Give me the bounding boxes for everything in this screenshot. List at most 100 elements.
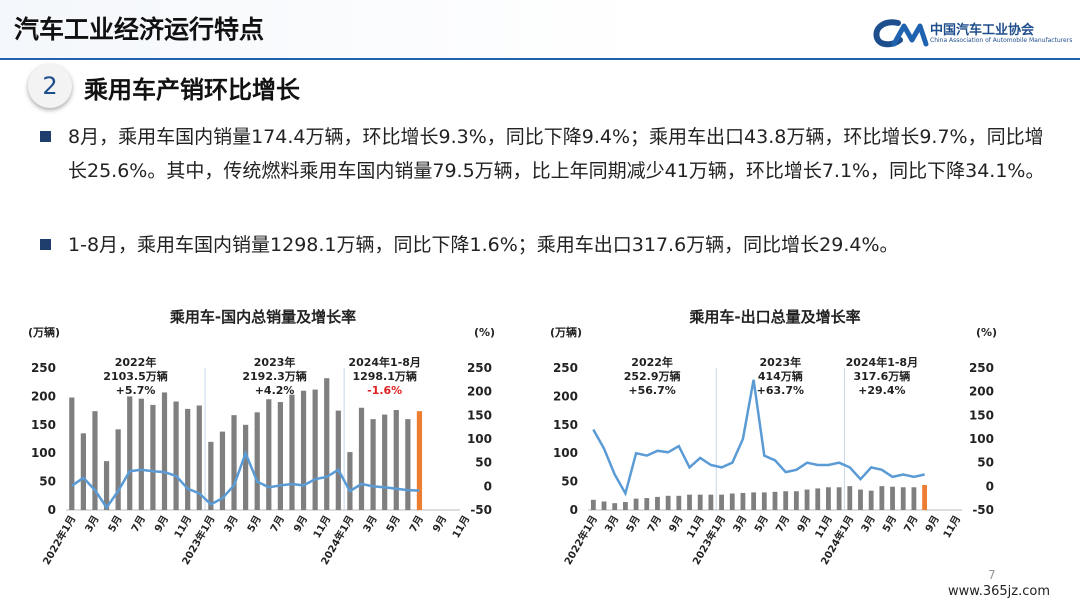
x-tick-label: 3月 bbox=[222, 514, 241, 535]
bar bbox=[879, 486, 885, 510]
x-tick-label: 3月 bbox=[602, 514, 621, 535]
bar bbox=[804, 489, 810, 510]
y-tick-label-right: 150 bbox=[467, 408, 492, 422]
x-tick-label: 7月 bbox=[407, 514, 426, 535]
bar bbox=[847, 486, 853, 510]
section-title: 乘用车产销环比增长 bbox=[84, 76, 300, 104]
x-tick-label: 3月 bbox=[859, 514, 878, 535]
annotation-growth: +4.2% bbox=[255, 384, 295, 397]
bar bbox=[358, 407, 365, 510]
bullet-square-icon bbox=[40, 239, 51, 250]
y-tick-label-right: 0 bbox=[484, 479, 492, 493]
annotation-year: 2023年 bbox=[760, 355, 802, 369]
x-tick-label: 5月 bbox=[752, 514, 771, 535]
x-tick-label: 9月 bbox=[152, 514, 171, 535]
bar bbox=[231, 415, 237, 510]
bullet-item: 1-8月，乘用车国内销量1298.1万辆，同比下降1.6%；乘用车出口317.6… bbox=[40, 228, 1050, 262]
annotation-year: 2023年 bbox=[254, 355, 296, 369]
chart-title: 乘用车-国内总销量及增长率 bbox=[169, 308, 356, 326]
x-tick-label: 5月 bbox=[245, 514, 264, 535]
bar bbox=[416, 411, 423, 510]
x-tick-label: 11月 bbox=[813, 514, 835, 541]
x-tick-label: 11月 bbox=[684, 514, 706, 541]
bullet-text: 1-8月，乘用车国内销量1298.1万辆，同比下降1.6%；乘用车出口317.6… bbox=[68, 234, 899, 256]
annotation-growth: -1.6% bbox=[367, 384, 402, 397]
bar bbox=[335, 410, 341, 510]
bar bbox=[922, 485, 928, 510]
bar bbox=[312, 389, 318, 510]
bar bbox=[115, 429, 121, 510]
x-tick-label: 7月 bbox=[773, 514, 792, 535]
x-tick-label: 3月 bbox=[361, 514, 380, 535]
x-tick-label: 7月 bbox=[645, 514, 664, 535]
bar bbox=[783, 491, 789, 510]
bullet-item: 8月，乘用车国内销量174.4万辆，环比增长9.3%，同比下降9.4%；乘用车出… bbox=[40, 120, 1050, 188]
y-tick-label-right: -50 bbox=[470, 503, 492, 517]
bar bbox=[405, 419, 411, 510]
y-tick-label-left: 50 bbox=[561, 475, 578, 489]
bar bbox=[761, 492, 767, 510]
bar bbox=[382, 414, 388, 510]
bar bbox=[347, 452, 353, 510]
annotation-year: 2024年1-8月 bbox=[846, 355, 919, 369]
chart-svg: 乘用车-出口总量及增长率 (万辆) (%) 0 50 100 150 200 250 -50 0 50… bbox=[550, 308, 997, 567]
annotation-year: 2024年1-8月 bbox=[348, 355, 421, 369]
y-tick-label-left: 250 bbox=[553, 361, 578, 375]
bar bbox=[836, 487, 842, 510]
bar bbox=[676, 495, 682, 510]
annotation-value: 2192.3万辆 bbox=[242, 369, 306, 383]
x-tick-label: 5月 bbox=[384, 514, 403, 535]
bullet-square-icon bbox=[40, 131, 51, 142]
x-tick-label: 11月 bbox=[172, 514, 194, 541]
bar bbox=[633, 498, 639, 510]
y-tick-label-left: 100 bbox=[553, 446, 578, 460]
y-tick-label-right: 250 bbox=[969, 361, 994, 375]
y-tick-label-right: 200 bbox=[467, 385, 492, 399]
bar bbox=[644, 498, 650, 510]
bar bbox=[127, 396, 133, 510]
bar bbox=[772, 491, 778, 510]
bar bbox=[719, 494, 724, 510]
x-tick-label: 7月 bbox=[129, 514, 148, 535]
bar bbox=[69, 397, 75, 510]
bar bbox=[655, 496, 660, 510]
bar bbox=[173, 401, 179, 510]
x-tick-label: 2022年1月 bbox=[40, 513, 79, 567]
y-tick-label-right: 0 bbox=[986, 479, 994, 493]
bar bbox=[208, 441, 214, 510]
x-tick-label: 9月 bbox=[923, 514, 942, 535]
bar bbox=[740, 492, 746, 510]
bar bbox=[590, 499, 596, 510]
x-tick-label: 9月 bbox=[430, 514, 449, 535]
header-divider bbox=[0, 58, 1080, 60]
annotation-year: 2022年 bbox=[115, 355, 157, 369]
bar bbox=[150, 404, 156, 510]
bar bbox=[665, 495, 671, 510]
x-tick-label: 9月 bbox=[667, 514, 686, 535]
bar bbox=[900, 487, 906, 510]
annotation-value: 252.9万辆 bbox=[624, 369, 681, 383]
x-tick-label: 2022年1月 bbox=[561, 513, 600, 567]
x-tick-label: 5月 bbox=[106, 514, 125, 535]
bar bbox=[815, 488, 821, 510]
y-tick-label-right: 50 bbox=[475, 456, 492, 470]
bar bbox=[687, 494, 692, 510]
y-axis-label-left: (万辆) bbox=[550, 325, 582, 339]
caam-logo: 中国汽车工业协会 China Association of Automobile… bbox=[872, 16, 1072, 52]
chart-svg: 乘用车-国内总销量及增长率 (万辆) (%) 0 50 100 150 200 250 -50 0 5… bbox=[28, 308, 495, 567]
annotation-value: 317.6万辆 bbox=[853, 369, 910, 383]
x-tick-label: 11月 bbox=[311, 514, 333, 541]
bar bbox=[324, 378, 330, 510]
x-tick-label: 3月 bbox=[731, 514, 750, 535]
bar bbox=[243, 424, 249, 510]
bar bbox=[708, 494, 714, 510]
bar bbox=[911, 487, 917, 510]
bar bbox=[826, 487, 831, 510]
y-tick-label-right: 100 bbox=[467, 432, 492, 446]
x-tick-label: 9月 bbox=[795, 514, 814, 535]
export-chart: 乘用车-出口总量及增长率 (万辆) (%) 0 50 100 150 200 250 -50 0 50… bbox=[540, 290, 1010, 600]
y-axis-label-right: (%) bbox=[474, 326, 495, 339]
bar bbox=[138, 398, 144, 510]
x-tick-label: 7月 bbox=[902, 514, 921, 535]
annotation-value: 414万辆 bbox=[758, 369, 803, 383]
